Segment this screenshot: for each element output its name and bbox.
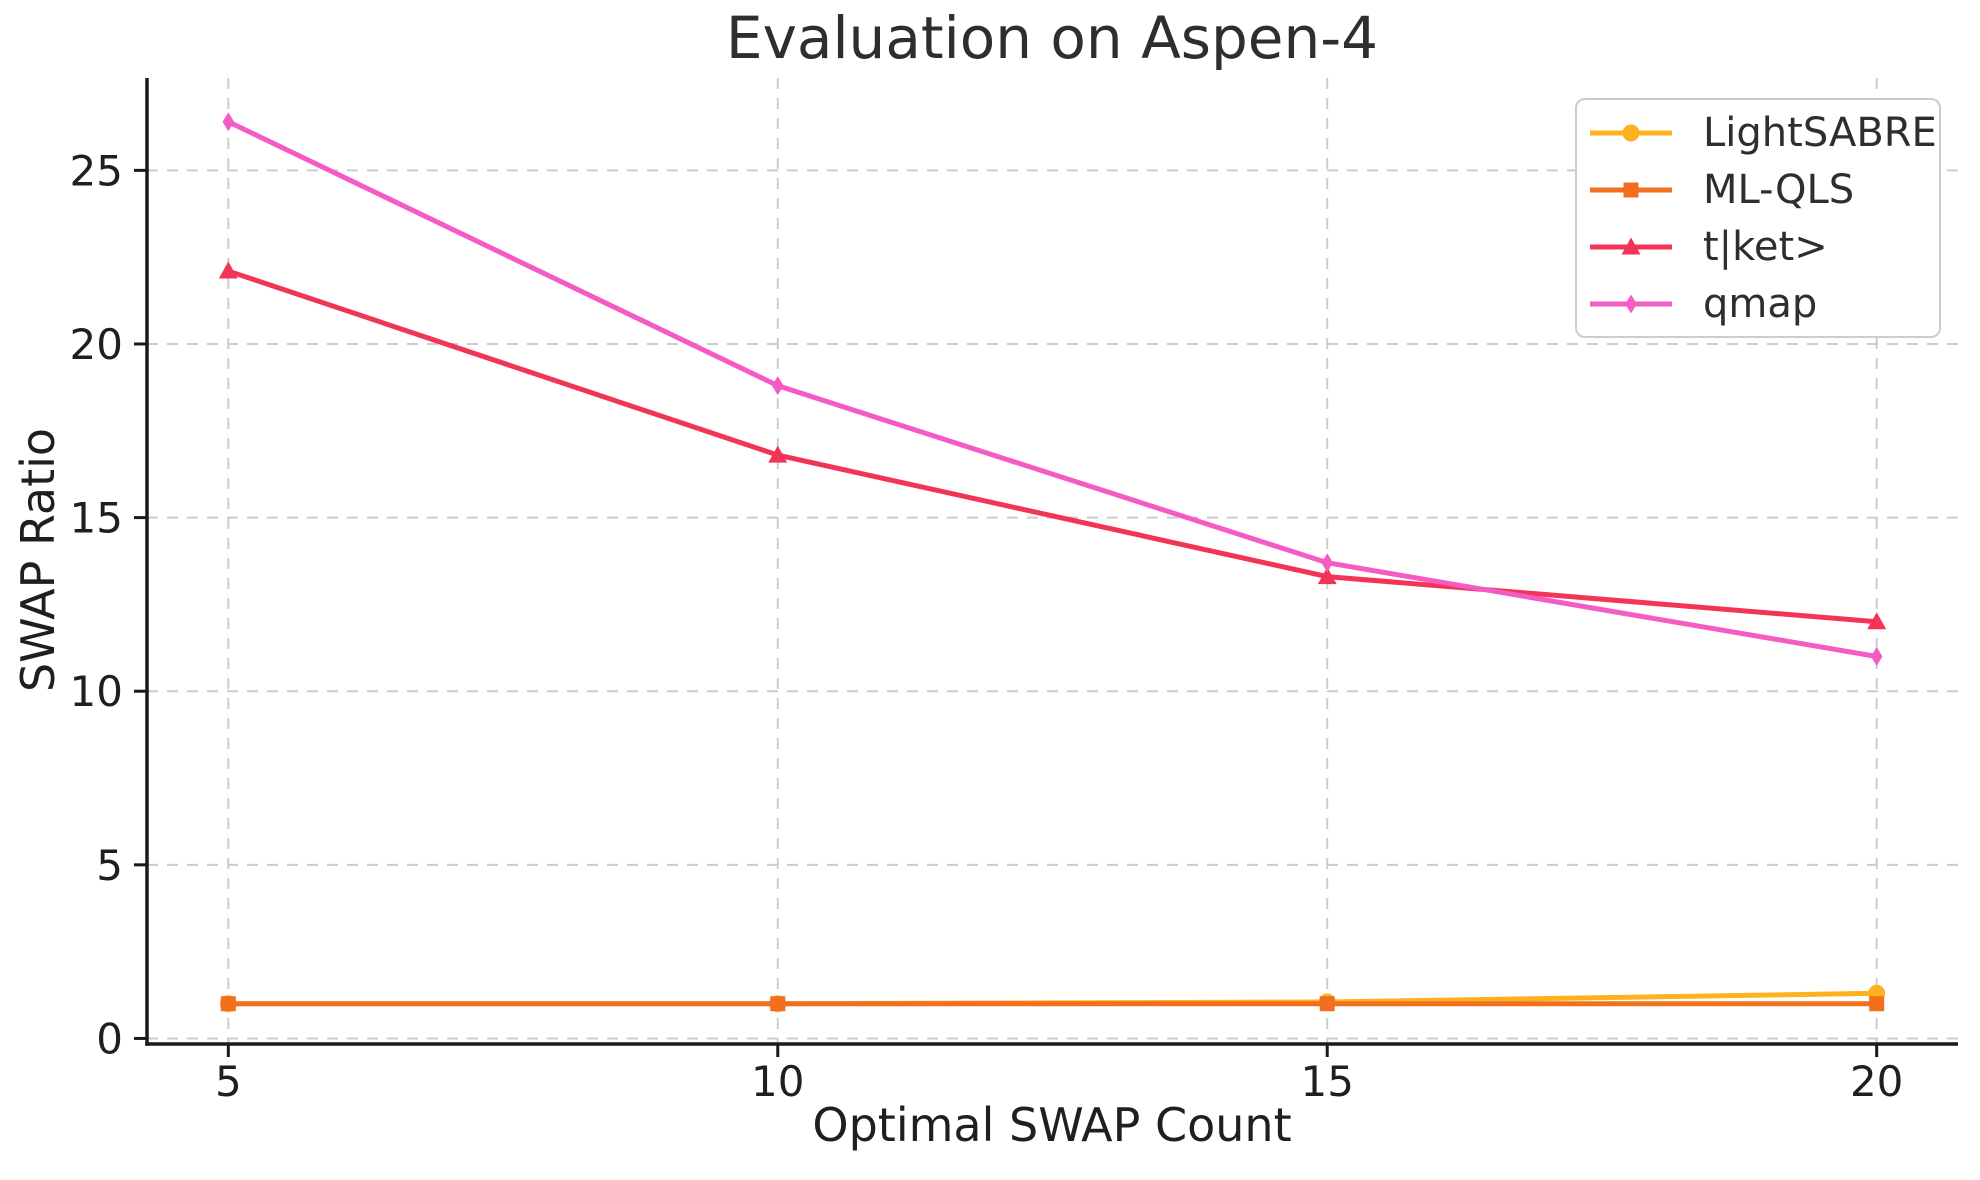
y-tick-label: 25 bbox=[70, 146, 123, 195]
series-marker-3 bbox=[1870, 646, 1883, 666]
axis-spines bbox=[145, 78, 1958, 1046]
x-tick-label: 15 bbox=[1301, 1057, 1354, 1106]
series-line-3 bbox=[225, 119, 1880, 659]
legend-label-0: LightSABRE bbox=[1703, 109, 1937, 156]
series-1 bbox=[220, 996, 1885, 1012]
x-tick-label: 20 bbox=[1850, 1057, 1903, 1106]
legend-item-2: t|ket> bbox=[1587, 218, 1939, 275]
legend-marker-2 bbox=[1621, 237, 1641, 254]
legend-item-1: ML-QLS bbox=[1587, 161, 1939, 218]
y-tick-label: 15 bbox=[70, 494, 123, 543]
series-3 bbox=[222, 112, 1883, 666]
legend-label-2: t|ket> bbox=[1703, 223, 1828, 270]
y-tick-label: 20 bbox=[70, 320, 123, 369]
legend-sample-3 bbox=[1590, 294, 1672, 313]
chart-title: Evaluation on Aspen-4 bbox=[725, 4, 1379, 72]
legend-marker-0 bbox=[1622, 124, 1640, 141]
series-line-2 bbox=[225, 268, 1880, 625]
legend-sample-2 bbox=[1590, 237, 1672, 254]
legend-sample-0 bbox=[1590, 124, 1672, 141]
series-marker-2 bbox=[1867, 612, 1887, 630]
series-marker-3 bbox=[1321, 553, 1334, 573]
legend-label-3: qmap bbox=[1703, 280, 1818, 327]
y-tick-label: 10 bbox=[70, 667, 123, 716]
legend: LightSABRE ML-QLS t|ket> qmap bbox=[1575, 98, 1941, 338]
legend-label-1: ML-QLS bbox=[1703, 166, 1855, 213]
y-tick-label: 5 bbox=[96, 841, 123, 890]
series-marker-3 bbox=[222, 112, 235, 132]
series-marker-1 bbox=[1869, 996, 1885, 1012]
legend-item-3: qmap bbox=[1587, 275, 1939, 332]
legend-marker-1 bbox=[1623, 182, 1639, 197]
series-marker-2 bbox=[1317, 567, 1337, 585]
series-marker-1 bbox=[220, 996, 236, 1012]
x-tick-label: 10 bbox=[751, 1057, 804, 1106]
series-marker-3 bbox=[771, 376, 784, 396]
axis-ticks: 0 5 10 15 20 25 5 10 15 20 bbox=[70, 146, 1904, 1106]
y-tick-label: 0 bbox=[96, 1014, 123, 1063]
y-axis-label: SWAP Ratio bbox=[11, 427, 65, 693]
legend-marker-3 bbox=[1625, 294, 1637, 313]
series-marker-1 bbox=[1319, 996, 1335, 1012]
x-tick-label: 5 bbox=[215, 1057, 242, 1106]
legend-sample-1 bbox=[1590, 182, 1672, 197]
legend-item-0: LightSABRE bbox=[1587, 104, 1939, 161]
x-axis-label: Optimal SWAP Count bbox=[812, 1098, 1292, 1152]
series-2 bbox=[218, 261, 1887, 630]
series-0 bbox=[219, 984, 1886, 1013]
series-marker-2 bbox=[218, 261, 238, 279]
series-marker-1 bbox=[770, 996, 786, 1012]
series-marker-2 bbox=[768, 445, 788, 463]
